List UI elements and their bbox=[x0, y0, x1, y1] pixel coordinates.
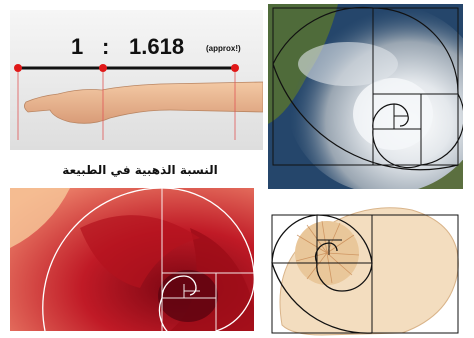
nautilus-shell-image bbox=[262, 195, 462, 338]
hurricane-spiral-panel bbox=[268, 4, 463, 189]
rose-image bbox=[10, 188, 254, 331]
hurricane-image bbox=[268, 4, 463, 189]
nautilus-spiral-panel bbox=[262, 195, 462, 338]
rose-spiral-panel bbox=[10, 188, 254, 331]
arm-illustration bbox=[10, 10, 263, 150]
arm-golden-ratio-panel: 1 : 1.618 (approx!) bbox=[10, 10, 263, 150]
golden-spiral-icon bbox=[42, 188, 254, 331]
approx-note: (approx!) bbox=[206, 44, 241, 53]
ratio-value: 1.618 bbox=[129, 34, 185, 59]
ratio-separator: : bbox=[102, 34, 110, 59]
golden-spiral-icon bbox=[271, 214, 373, 334]
marker-dot bbox=[231, 64, 239, 72]
marker-dot bbox=[14, 64, 22, 72]
ratio-left: 1 bbox=[71, 34, 84, 59]
marker-dot bbox=[99, 64, 107, 72]
caption-golden-ratio-in-nature: النسبة الذهبية في الطبيعة bbox=[62, 163, 218, 177]
golden-spiral-icon bbox=[272, 6, 463, 171]
